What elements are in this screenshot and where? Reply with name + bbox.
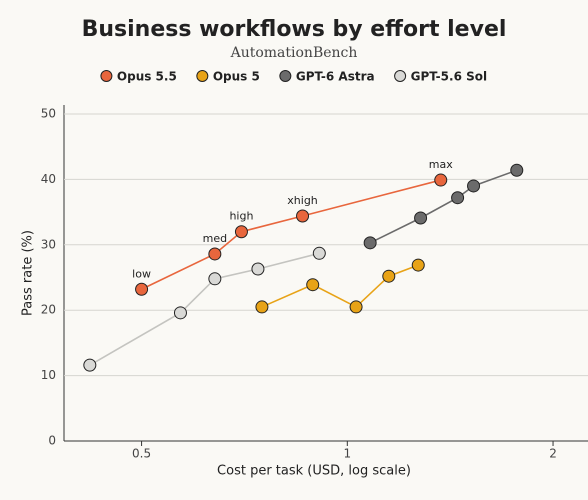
point-label: high (229, 210, 253, 223)
legend-label: Opus 5 (213, 70, 260, 84)
x-tick-label: 2 (549, 447, 557, 461)
series-line (89, 252, 320, 366)
legend-label: GPT-5.6 Sol (411, 70, 487, 84)
point-label: max (429, 158, 453, 171)
y-tick-label: 10 (41, 368, 56, 382)
y-tick-label: 30 (41, 237, 56, 251)
y-axis-label: Pass rate (%) (21, 230, 36, 316)
chart-subtitle: AutomationBench (230, 45, 358, 61)
point (83, 358, 97, 372)
point (251, 262, 265, 276)
legend-label: Opus 5.5 (117, 70, 177, 84)
point (414, 211, 428, 225)
legend-marker (100, 70, 113, 82)
point (255, 300, 269, 314)
point (349, 300, 363, 314)
point (363, 236, 377, 250)
legend-marker (394, 70, 407, 82)
point (411, 258, 425, 272)
x-tick-label: 1 (343, 447, 351, 461)
x-tick-label: 0.5 (132, 447, 151, 461)
x-axis-label: Cost per task (USD, log scale) (217, 464, 411, 479)
point (467, 179, 481, 193)
point (382, 269, 396, 283)
y-tick-label: 0 (48, 434, 56, 448)
point-label: med (203, 232, 227, 245)
point (434, 173, 448, 187)
point (208, 272, 222, 286)
chart-title: Business workflows by effort level (82, 17, 507, 42)
series-line (261, 264, 419, 308)
y-tick-label: 50 (41, 107, 56, 121)
legend-marker (279, 70, 292, 82)
point (135, 282, 149, 296)
point-label: xhigh (287, 194, 318, 207)
y-tick-label: 20 (41, 303, 56, 317)
point (306, 278, 320, 292)
point-label: low (132, 267, 151, 280)
point (312, 246, 326, 260)
y-tick-label: 40 (41, 172, 56, 186)
legend-marker (196, 70, 209, 82)
legend-label: GPT-6 Astra (296, 70, 375, 84)
point (451, 191, 465, 205)
point (296, 209, 310, 223)
point (510, 163, 524, 177)
point (234, 225, 248, 239)
point (173, 306, 187, 320)
point (208, 247, 222, 261)
